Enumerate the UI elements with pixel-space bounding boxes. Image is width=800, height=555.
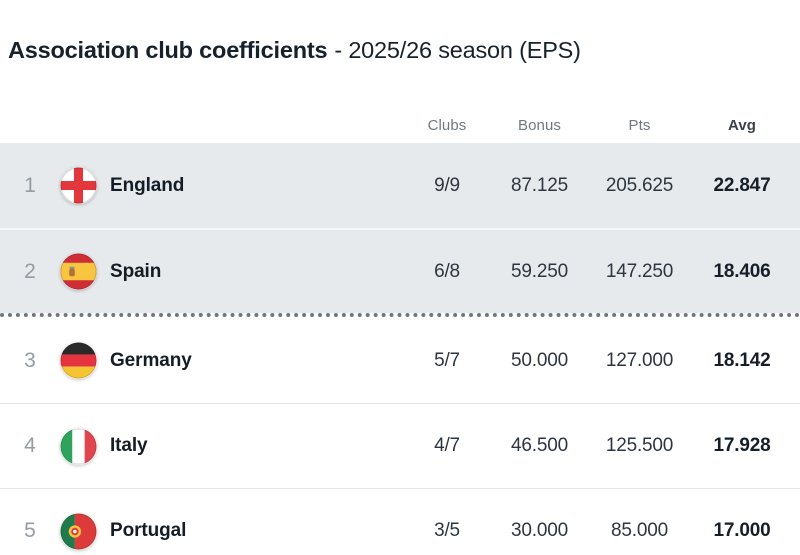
remaining-rows-group: 3 Germany 5/7 50.000 127.000 18.142 4 It…	[0, 318, 800, 555]
table-row-spain[interactable]: 2 Spain 6/8 59.250 147.250 18.406	[0, 228, 800, 313]
bonus-value: 30.000	[511, 520, 568, 542]
bonus-value: 50.000	[511, 349, 568, 371]
page-title: Association club coefficients - 2025/26 s…	[8, 36, 800, 65]
column-header-clubs: Clubs	[427, 117, 467, 135]
pts-value: 85.000	[611, 520, 668, 542]
country-cell: Spain	[60, 253, 402, 290]
avg-value: 22.847	[713, 174, 771, 196]
pts-value: 205.625	[605, 174, 674, 196]
country-cell: England	[60, 167, 402, 204]
avg-value: 17.928	[713, 435, 771, 457]
rank-number: 2	[24, 259, 36, 283]
pts-value: 125.500	[605, 435, 674, 457]
portugal-flag-icon	[60, 513, 97, 550]
bonus-value: 87.125	[511, 174, 568, 196]
rank-number: 5	[24, 519, 36, 543]
italy-flag-icon	[60, 428, 97, 465]
rank-number: 4	[24, 434, 36, 458]
bonus-value: 46.500	[511, 435, 568, 457]
spain-flag-icon	[60, 253, 97, 290]
clubs-value: 6/8	[434, 260, 460, 282]
rank-number: 3	[24, 348, 36, 372]
pts-value: 127.000	[605, 349, 674, 371]
clubs-value: 9/9	[434, 174, 460, 196]
column-header-bonus: Bonus	[517, 117, 562, 135]
country-cell: Portugal	[60, 513, 402, 550]
avg-value: 18.406	[713, 260, 771, 282]
germany-flag-icon	[60, 342, 97, 379]
country-cell: Germany	[60, 342, 402, 379]
country-name: Portugal	[110, 520, 187, 542]
table-row-italy[interactable]: 4 Italy 4/7 46.500 125.500 17.928	[0, 403, 800, 488]
title-suffix-text: - 2025/26 season (EPS)	[334, 37, 581, 63]
qualification-cutoff-line	[0, 313, 800, 319]
table-row-england[interactable]: 1 England 9/9 87.125 205.625 22.847	[0, 143, 800, 228]
england-flag-icon	[60, 167, 97, 204]
country-name: Italy	[110, 435, 148, 457]
coefficients-table: Clubs Bonus Pts Avg 1 England 9/9 87.125…	[0, 108, 800, 555]
title-main-text: Association club coefficients	[8, 37, 328, 63]
table-header-row: Clubs Bonus Pts Avg	[0, 108, 800, 143]
qualified-rows-group: 1 England 9/9 87.125 205.625 22.847 2 Sp…	[0, 143, 800, 314]
table-row-portugal[interactable]: 5 Portugal 3/5 30.000 85.000 17.000	[0, 488, 800, 555]
column-header-avg: Avg	[727, 117, 757, 135]
table-row-germany[interactable]: 3 Germany 5/7 50.000 127.000 18.142	[0, 318, 800, 403]
country-name: Germany	[110, 349, 192, 371]
clubs-value: 5/7	[434, 349, 460, 371]
country-name: England	[110, 174, 185, 196]
coefficients-page: Association club coefficients - 2025/26 s…	[0, 36, 800, 555]
clubs-value: 4/7	[434, 435, 460, 457]
avg-value: 18.142	[713, 349, 771, 371]
country-name: Spain	[110, 260, 162, 282]
avg-value: 17.000	[713, 520, 771, 542]
pts-value: 147.250	[605, 260, 674, 282]
column-header-pts: Pts	[628, 117, 651, 135]
bonus-value: 59.250	[511, 260, 568, 282]
clubs-value: 3/5	[434, 520, 460, 542]
rank-number: 1	[24, 173, 36, 197]
country-cell: Italy	[60, 428, 402, 465]
